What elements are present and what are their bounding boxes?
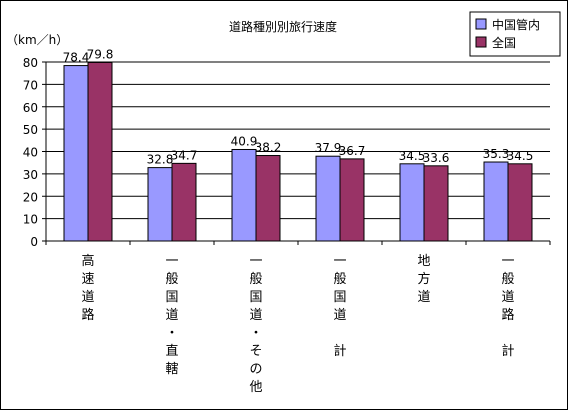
category-label-char: そ bbox=[249, 344, 262, 359]
data-label: 32.8 bbox=[147, 153, 174, 167]
category-label-char: 一 bbox=[165, 254, 178, 269]
data-label: 37.9 bbox=[315, 141, 342, 155]
category-label-char: ・ bbox=[249, 326, 262, 341]
category-label-char: 般 bbox=[501, 271, 514, 287]
category-label-char: 般 bbox=[249, 271, 262, 287]
data-label: 40.9 bbox=[231, 134, 258, 148]
bar-national bbox=[339, 158, 365, 242]
category-label-char: 他 bbox=[249, 380, 262, 395]
data-label: 34.5 bbox=[507, 149, 534, 163]
data-label: 35.3 bbox=[483, 147, 510, 161]
category-label-char: 般 bbox=[165, 271, 178, 287]
category-label-char: 般 bbox=[333, 271, 346, 287]
bar-national bbox=[255, 155, 281, 242]
category-label-char: 一 bbox=[501, 254, 514, 269]
category-label-char: 道 bbox=[333, 308, 346, 323]
data-label: 36.7 bbox=[339, 144, 366, 158]
category-label-char: 路 bbox=[501, 307, 514, 323]
category-label-char: 国 bbox=[249, 290, 262, 305]
bar-national bbox=[423, 165, 449, 242]
legend-swatch bbox=[475, 18, 487, 30]
y-tick-label: 10 bbox=[23, 213, 38, 227]
legend-label: 中国管内 bbox=[492, 17, 540, 32]
chart-title: 道路種別別旅行速度 bbox=[229, 19, 337, 34]
legend-swatch bbox=[475, 36, 487, 48]
data-label: 34.5 bbox=[399, 149, 426, 163]
y-tick-label: 40 bbox=[23, 146, 38, 160]
category-label-char: 轄 bbox=[165, 361, 178, 377]
y-tick-label: 0 bbox=[30, 235, 38, 249]
category-label-char: ・ bbox=[165, 326, 178, 341]
bar-chugoku bbox=[399, 163, 425, 242]
y-tick-label: 60 bbox=[23, 101, 38, 115]
y-tick-label: 50 bbox=[23, 123, 38, 137]
legend-label: 全国 bbox=[492, 35, 516, 50]
bar-chugoku bbox=[483, 161, 509, 242]
y-tick-label: 70 bbox=[23, 78, 38, 92]
category-label-char: 直 bbox=[165, 344, 178, 359]
data-label: 78.4 bbox=[63, 51, 90, 65]
bar-national bbox=[171, 162, 197, 242]
data-label: 33.6 bbox=[423, 151, 450, 165]
category-label-char: 道 bbox=[417, 290, 430, 305]
category-label-char: 国 bbox=[333, 290, 346, 305]
bar-chugoku bbox=[147, 167, 173, 242]
category-label-char: 路 bbox=[81, 307, 94, 323]
y-tick-label: 80 bbox=[23, 56, 38, 70]
category-label-char: 地 bbox=[417, 254, 430, 269]
category-label-char: 道 bbox=[501, 290, 514, 305]
bar-chugoku bbox=[231, 148, 257, 242]
category-label-char: 道 bbox=[165, 308, 178, 323]
category-label-char: 国 bbox=[165, 290, 178, 305]
data-label: 38.2 bbox=[255, 141, 282, 155]
category-label-char: 計 bbox=[501, 343, 514, 359]
bar-national bbox=[507, 163, 533, 242]
category-label-char: 道 bbox=[249, 308, 262, 323]
y-tick-label: 20 bbox=[23, 190, 38, 204]
data-label: 79.8 bbox=[87, 47, 114, 61]
category-label-char: 方 bbox=[417, 271, 430, 287]
category-label-char: 道 bbox=[81, 290, 94, 305]
category-label-char: 一 bbox=[249, 254, 262, 269]
y-tick-label: 30 bbox=[23, 168, 38, 182]
bar-chugoku bbox=[315, 155, 341, 242]
category-label-char: 計 bbox=[333, 343, 346, 359]
y-axis-label: （km／h） bbox=[6, 33, 68, 47]
data-label: 34.7 bbox=[171, 148, 198, 162]
category-label-char: 一 bbox=[333, 254, 346, 269]
category-label-char: の bbox=[249, 362, 262, 377]
category-label-char: 速 bbox=[81, 272, 94, 287]
bar-chugoku bbox=[63, 65, 89, 242]
category-label-char: 高 bbox=[81, 253, 94, 269]
bar-national bbox=[87, 61, 113, 242]
